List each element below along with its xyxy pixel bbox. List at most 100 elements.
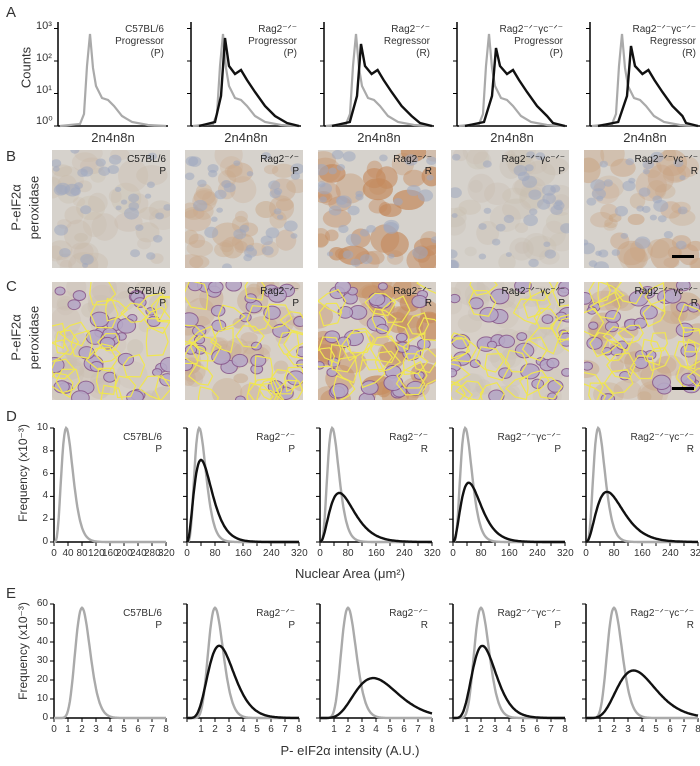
panel-d-xtick: 320: [424, 548, 441, 559]
panel-d-xtick: 240: [529, 548, 546, 559]
sample-curve: [319, 491, 432, 544]
panel-e-xtick: 6: [268, 724, 274, 735]
panel-e-xtick: 8: [296, 724, 302, 735]
panel-d-ytick: 4: [42, 490, 48, 502]
panel-e-ytick: 60: [36, 598, 48, 609]
group-code-label: P: [155, 444, 162, 455]
panel-d-ytick: 2: [42, 513, 48, 525]
panel-a-xtick-label: 2n4n8n: [490, 130, 534, 145]
reference-curve: [54, 606, 166, 720]
genotype-label: Rag2⁻ᐟ⁻γc⁻ᐟ⁻: [501, 154, 566, 165]
panel-d-xtick: 0: [184, 548, 190, 559]
panel-d-xtick: 0: [583, 548, 589, 559]
sample-curve: [586, 669, 699, 720]
reference-curve: [53, 425, 166, 544]
panel-d-xtick: 80: [342, 548, 354, 559]
panel-d-xtick: 0: [317, 548, 323, 559]
gray-histogram: [59, 33, 167, 128]
panel-e-xtick: 7: [548, 724, 554, 735]
ihc-image-3: Rag2⁻ᐟ⁻γc⁻ᐟ⁻ P: [451, 150, 569, 268]
group-code-label: (P): [549, 48, 563, 59]
panel-d-xtick: 160: [501, 548, 518, 559]
phenotype-label: Progressor: [115, 36, 164, 47]
panel-d-xtick: 80: [209, 548, 221, 559]
panel-a-label-1: Rag2⁻ᐟ⁻ Progressor (P): [231, 24, 297, 60]
scale-bar: [672, 387, 694, 390]
group-code-label: P: [554, 444, 561, 455]
group-code-label: P: [292, 298, 299, 309]
sample-curve: [452, 481, 565, 544]
panel-a-label-0: C57BL/6 Progressor (P): [98, 24, 164, 60]
genotype-label: Rag2⁻ᐟ⁻: [393, 286, 432, 297]
gray-histogram: [325, 33, 433, 128]
genotype-label: C57BL/6: [127, 154, 166, 165]
group-code-label: R: [424, 298, 432, 309]
reference-curve: [586, 606, 698, 720]
group-code-label: (P): [283, 48, 297, 59]
group-code-label: P: [288, 620, 295, 631]
panel-e-xtick: 1: [597, 724, 603, 735]
panel-e-xtick: 7: [149, 724, 155, 735]
panel-e-xtick: 7: [415, 724, 421, 735]
panelD-label-0: C57BL/6 P: [84, 432, 162, 456]
panel-d-xtick: 160: [634, 548, 651, 559]
panel-d-xtick: 0: [450, 548, 456, 559]
panel-d-xtick: 160: [368, 548, 385, 559]
panel-d-ylabel: Frequency (x10⁻³): [16, 424, 30, 522]
image-label: Rag2⁻ᐟ⁻ R: [393, 154, 432, 178]
group-code-label: P: [292, 166, 299, 177]
genotype-label: Rag2⁻ᐟ⁻: [258, 24, 297, 35]
panel-e-xtick: 3: [93, 724, 99, 735]
panel-d-xtick: 120: [88, 548, 105, 559]
genotype-label: Rag2⁻ᐟ⁻: [256, 432, 295, 443]
panel-e-ylabel: Frequency (x10⁻³): [16, 602, 30, 700]
panel-a-ytick-3: 10³: [36, 20, 52, 32]
panel-e-xtick: 8: [429, 724, 435, 735]
panelE-plot-0: [50, 603, 167, 722]
sample-curve: [585, 490, 698, 544]
genotype-label: C57BL/6: [127, 286, 166, 297]
panel-e-xtick: 6: [667, 724, 673, 735]
panelE-label-2: Rag2⁻ᐟ⁻ R: [350, 608, 428, 632]
genotype-label: Rag2⁻ᐟ⁻: [256, 608, 295, 619]
image-label: Rag2⁻ᐟ⁻ R: [393, 286, 432, 310]
panel-e-ytick: 10: [36, 693, 48, 704]
genotype-label: Rag2⁻ᐟ⁻: [391, 24, 430, 35]
genotype-label: Rag2⁻ᐟ⁻: [389, 608, 428, 619]
group-code-label: P: [159, 166, 166, 177]
group-code-label: (R): [416, 48, 430, 59]
panel-d-xtick: 320: [291, 548, 308, 559]
panel-e-xtick: 1: [464, 724, 470, 735]
panel-d-xtick: 200: [116, 548, 133, 559]
panel-d-xtick: 320: [158, 548, 175, 559]
panel-d-ytick: 8: [42, 444, 48, 456]
panel-e-xtick: 4: [639, 724, 645, 735]
panelD-plot-0: [50, 425, 167, 546]
panel-a-ytick-0: 10⁰: [36, 115, 53, 127]
genotype-label: Rag2⁻ᐟ⁻γc⁻ᐟ⁻: [630, 432, 695, 443]
genotype-label: Rag2⁻ᐟ⁻γc⁻ᐟ⁻: [497, 432, 562, 443]
genotype-label: C57BL/6: [123, 432, 162, 443]
black-histogram: [464, 47, 566, 128]
panel-a-xtick-label: 2n4n8n: [623, 130, 667, 145]
segmented-image-2: Rag2⁻ᐟ⁻ R: [318, 282, 436, 400]
panelD-label-1: Rag2⁻ᐟ⁻ P: [217, 432, 295, 456]
image-label: Rag2⁻ᐟ⁻γc⁻ᐟ⁻ R: [635, 286, 699, 310]
panel-e-xtick: 7: [681, 724, 687, 735]
panelE-plot-3: [449, 603, 566, 722]
panel-e-xtick: 1: [198, 724, 204, 735]
panel-a-plot-3: [453, 22, 567, 128]
panel-letter-d: D: [6, 408, 17, 425]
panelD-label-3: Rag2⁻ᐟ⁻γc⁻ᐟ⁻ P: [483, 432, 562, 456]
scale-bar: [672, 255, 694, 258]
segmented-image-1: Rag2⁻ᐟ⁻ P: [185, 282, 303, 400]
panel-e-xtick: 8: [562, 724, 568, 735]
panel-e-xtick: 7: [282, 724, 288, 735]
panel-d-xtick: 240: [396, 548, 413, 559]
panel-d-ytick: 10: [36, 422, 48, 433]
segmented-image-4: Rag2⁻ᐟ⁻γc⁻ᐟ⁻ R: [584, 282, 700, 400]
panel-e-xtick: 3: [226, 724, 232, 735]
genotype-label: C57BL/6: [123, 608, 162, 619]
panel-e-xtick: 0: [51, 724, 57, 735]
group-code-label: R: [686, 444, 694, 455]
